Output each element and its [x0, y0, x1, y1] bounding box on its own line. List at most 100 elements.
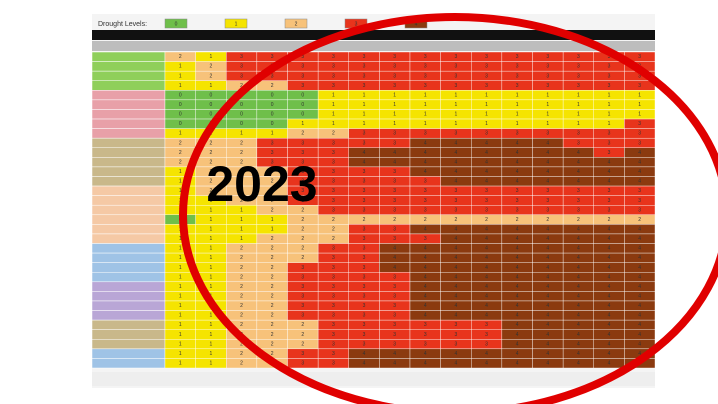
level-value: 4 [638, 169, 641, 175]
level-value: 2 [240, 361, 243, 367]
level-value: 3 [455, 341, 458, 347]
level-value: 4 [577, 150, 580, 156]
level-value: 4 [577, 179, 580, 185]
level-value: 3 [393, 332, 396, 338]
level-value: 3 [577, 188, 580, 194]
level-value: 3 [424, 207, 427, 213]
level-value: 3 [301, 303, 304, 309]
level-value: 1 [179, 73, 182, 79]
level-value: 3 [608, 131, 611, 137]
level-value: 1 [332, 102, 335, 108]
level-value: 1 [179, 294, 182, 300]
level-value: 4 [516, 236, 519, 242]
level-value: 2 [271, 198, 274, 204]
level-value: 0 [301, 102, 304, 108]
level-value: 4 [455, 140, 458, 146]
level-value: 4 [485, 255, 488, 261]
level-value: 1 [179, 246, 182, 252]
level-value: 4 [455, 351, 458, 357]
level-value: 2 [271, 351, 274, 357]
level-value: 2 [363, 217, 366, 223]
level-value: 2 [271, 236, 274, 242]
level-value: 2 [240, 313, 243, 319]
level-value: 3 [455, 322, 458, 328]
level-value: 2 [271, 255, 274, 261]
level-value: 3 [393, 198, 396, 204]
level-value: 4 [485, 274, 488, 280]
level-value: 4 [546, 255, 549, 261]
level-value: 4 [516, 303, 519, 309]
level-value: 4 [638, 179, 641, 185]
level-value: 0 [240, 112, 243, 118]
level-value: 0 [240, 121, 243, 127]
level-value: 3 [301, 351, 304, 357]
level-value: 3 [608, 54, 611, 60]
basin-cell [91, 252, 166, 263]
level-value: 4 [455, 255, 458, 261]
level-value: 4 [516, 341, 519, 347]
level-value: 4 [363, 351, 366, 357]
level-value: 3 [393, 179, 396, 185]
level-value: 4 [638, 332, 641, 338]
level-value: 3 [393, 207, 396, 213]
level-value: 4 [577, 303, 580, 309]
level-value: 4 [516, 274, 519, 280]
level-value: 2 [638, 217, 641, 223]
level-value: 3 [332, 73, 335, 79]
level-value: 4 [485, 313, 488, 319]
level-value: 1 [608, 112, 611, 118]
level-value: 4 [455, 236, 458, 242]
level-value: 1 [210, 313, 213, 319]
level-value: 4 [577, 236, 580, 242]
level-value: 3 [332, 83, 335, 89]
level-value: 3 [363, 284, 366, 290]
level-value: 0 [210, 102, 213, 108]
level-value: 4 [516, 169, 519, 175]
level-value: 3 [332, 303, 335, 309]
level-value: 4 [516, 361, 519, 367]
basin-cell [91, 137, 166, 149]
level-value: 3 [638, 83, 641, 89]
level-value: 4 [577, 322, 580, 328]
basin-cell [91, 348, 166, 359]
level-value: 1 [210, 265, 213, 271]
basin-cell [91, 204, 166, 216]
level-value: 4 [638, 313, 641, 319]
level-value: 4 [363, 159, 366, 165]
level-value: 4 [393, 351, 396, 357]
level-value: 4 [608, 351, 611, 357]
level-value: 1 [210, 246, 213, 252]
level-value: 3 [301, 83, 304, 89]
level-value: 4 [455, 313, 458, 319]
level-value: 4 [608, 332, 611, 338]
level-value: 3 [301, 274, 304, 280]
level-value: 3 [301, 313, 304, 319]
level-value: 0 [179, 121, 182, 127]
level-value: 4 [485, 236, 488, 242]
level-value: 1 [393, 102, 396, 108]
level-value: 3 [455, 198, 458, 204]
level-value: 2 [210, 188, 213, 194]
level-value: 2 [301, 332, 304, 338]
level-value: 4 [546, 246, 549, 252]
level-value: 2 [210, 159, 213, 165]
level-value: 3 [608, 198, 611, 204]
level-value: 4 [608, 179, 611, 185]
level-value: 3 [332, 255, 335, 261]
header-bar [92, 30, 655, 40]
level-value: 2 [301, 226, 304, 232]
level-value: 3 [516, 188, 519, 194]
basin-cell [91, 195, 166, 206]
level-value: 3 [455, 83, 458, 89]
level-value: 3 [332, 294, 335, 300]
level-value: 3 [363, 73, 366, 79]
level-value: 4 [608, 361, 611, 367]
level-value: 1 [240, 217, 243, 223]
level-value: 3 [424, 188, 427, 194]
level-value: 1 [363, 92, 366, 98]
level-value: 3 [271, 159, 274, 165]
level-value: 4 [638, 265, 641, 271]
level-value: 2 [240, 255, 243, 261]
level-value: 4 [608, 294, 611, 300]
